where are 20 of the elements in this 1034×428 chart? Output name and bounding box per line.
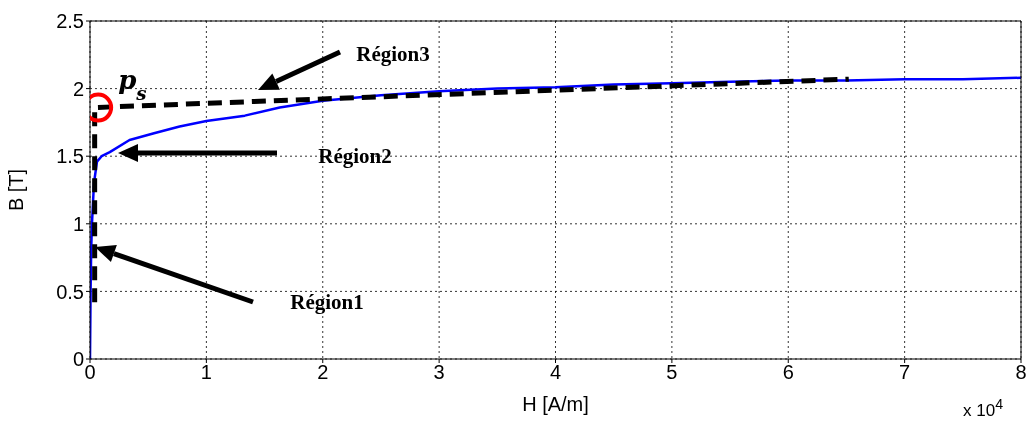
- text: x 10$^{4}$: [963, 396, 1004, 421]
- x-tick-label: 1: [200, 361, 212, 384]
- x-tick-label: 3: [433, 361, 445, 384]
- x-tick-label: 6: [782, 361, 794, 384]
- x-tick-label: 7: [899, 361, 911, 384]
- y-axis-title: B [T]: [5, 168, 28, 212]
- annotation: p$_{s}$: [118, 64, 147, 104]
- annotation: Région3: [356, 42, 430, 67]
- y-tick-label: 1.5: [56, 145, 84, 168]
- x-tick-label: 8: [1015, 361, 1027, 384]
- y-tick-label: 1: [72, 212, 84, 235]
- y-tick-label: 2: [72, 77, 84, 100]
- annotation: Région2: [318, 144, 392, 169]
- y-tick-label: 2.5: [56, 10, 84, 33]
- y-tick-label: 0.5: [56, 280, 84, 303]
- x-tick-label: 4: [549, 361, 562, 384]
- x-tick-label: 2: [317, 361, 329, 384]
- x-axis-title: H [A/m]: [522, 393, 589, 415]
- x-tick-label: 5: [666, 361, 678, 384]
- annotation: Région1: [290, 290, 364, 315]
